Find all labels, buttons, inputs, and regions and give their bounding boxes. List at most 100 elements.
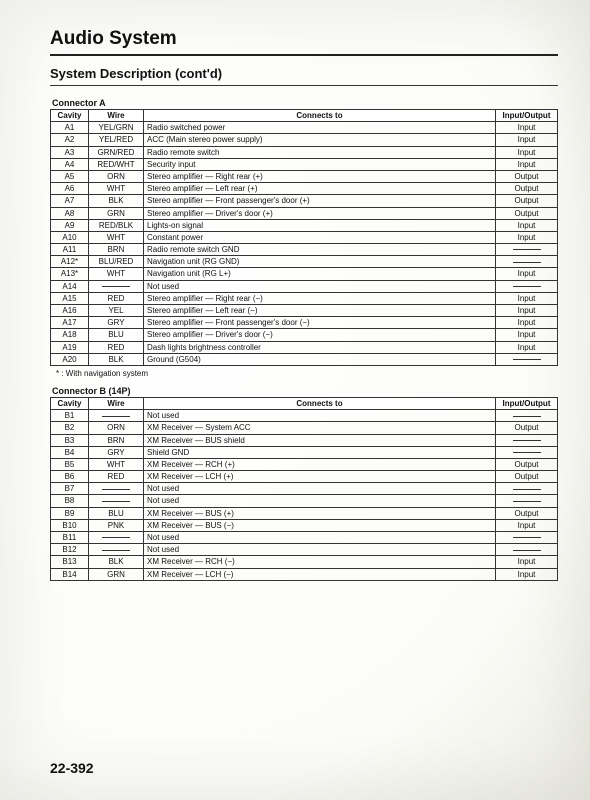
cell-wire: PNK [89,519,144,531]
cell-input-output: Output [496,183,558,195]
cell-input-output: Input [496,292,558,304]
cell-wire [89,280,144,292]
cell-wire [89,483,144,495]
cell-input-output: Input [496,231,558,243]
cell-connects-to: Not used [144,280,496,292]
connector-label: Connector B (14P) [52,386,558,396]
cell-wire: YEL/RED [89,134,144,146]
table-row: B3BRNXM Receiver — BUS shield [51,434,558,446]
cell-input-output: Input [496,158,558,170]
cell-input-output [496,495,558,507]
cell-wire: GRY [89,446,144,458]
cell-cavity: A2 [51,134,89,146]
cell-input-output: Output [496,458,558,470]
cell-cavity: B1 [51,410,89,422]
table-row: B7Not used [51,483,558,495]
cell-wire [89,410,144,422]
cell-input-output: Input [496,329,558,341]
table-row: B6REDXM Receiver — LCH (+)Output [51,471,558,483]
cell-connects-to: XM Receiver — RCH (−) [144,556,496,568]
cell-connects-to: Constant power [144,231,496,243]
cell-wire: RED [89,341,144,353]
cell-wire [89,544,144,556]
cell-input-output: Output [496,471,558,483]
cell-cavity: A20 [51,353,89,365]
cell-connects-to: XM Receiver — RCH (+) [144,458,496,470]
cell-wire: GRN/RED [89,146,144,158]
cell-connects-to: Ground (G504) [144,353,496,365]
cell-cavity: B14 [51,568,89,580]
table-row: B1Not used [51,410,558,422]
table-row: B8 Not used [51,495,558,507]
cell-connects-to: Radio remote switch GND [144,244,496,256]
table-row: A5ORNStereo amplifier — Right rear (+)Ou… [51,170,558,182]
cell-connects-to: Shield GND [144,446,496,458]
table-row: A7BLKStereo amplifier — Front passenger'… [51,195,558,207]
cell-wire: BLK [89,353,144,365]
cell-input-output: Input [496,519,558,531]
column-header: Cavity [51,397,89,409]
cell-connects-to: Stereo amplifier — Front passenger's doo… [144,195,496,207]
cell-connects-to: Radio remote switch [144,146,496,158]
column-header: Input/Output [496,110,558,122]
table-row: A10WHTConstant powerInput [51,231,558,243]
table-row: A18BLUStereo amplifier — Driver's door (… [51,329,558,341]
column-header: Cavity [51,110,89,122]
table-row: A4RED/WHTSecurity inputInput [51,158,558,170]
cell-wire: GRY [89,317,144,329]
page-number: 22-392 [50,760,94,776]
cell-input-output: Input [496,268,558,280]
table-row: A1YEL/GRNRadio switched powerInput [51,122,558,134]
cell-input-output: Input [496,341,558,353]
cell-connects-to: XM Receiver — LCH (−) [144,568,496,580]
cell-input-output: Input [496,146,558,158]
cell-wire: BLU [89,329,144,341]
cell-input-output [496,434,558,446]
cell-cavity: B10 [51,519,89,531]
cell-input-output: Input [496,317,558,329]
cell-connects-to: Security input [144,158,496,170]
cell-input-output: Input [496,134,558,146]
cell-connects-to: Not used [144,495,496,507]
cell-connects-to: Stereo amplifier — Front passenger's doo… [144,317,496,329]
cell-input-output: Input [496,122,558,134]
cell-wire [89,495,144,507]
table-row: A13*WHTNavigation unit (RG L+)Input [51,268,558,280]
cell-cavity: A19 [51,341,89,353]
cell-wire: GRN [89,207,144,219]
cell-input-output: Output [496,170,558,182]
cell-wire: WHT [89,458,144,470]
table-row: B5WHTXM Receiver — RCH (+)Output [51,458,558,470]
cell-input-output: Input [496,305,558,317]
cell-wire: YEL [89,305,144,317]
cell-wire: BLU [89,507,144,519]
cell-cavity: A13* [51,268,89,280]
cell-cavity: A8 [51,207,89,219]
cell-connects-to: Lights-on signal [144,219,496,231]
cell-input-output: Output [496,422,558,434]
cell-input-output [496,446,558,458]
table-row: A6WHTStereo amplifier — Left rear (+)Out… [51,183,558,195]
table-row: A14 Not used [51,280,558,292]
connector-tables-host: Connector ACavityWireConnects toInput/Ou… [50,98,558,581]
cell-connects-to: Navigation unit (RG GND) [144,256,496,268]
cell-connects-to: XM Receiver — BUS shield [144,434,496,446]
title-rule [50,54,558,56]
table-row: B4GRYShield GND [51,446,558,458]
cell-cavity: B9 [51,507,89,519]
table-row: A20BLKGround (G504) [51,353,558,365]
cell-wire: YEL/GRN [89,122,144,134]
cell-cavity: B5 [51,458,89,470]
cell-cavity: A14 [51,280,89,292]
cell-input-output [496,410,558,422]
table-row: B10PNKXM Receiver — BUS (−)Input [51,519,558,531]
cell-connects-to: XM Receiver — System ACC [144,422,496,434]
cell-cavity: B2 [51,422,89,434]
section-subtitle: System Description (cont'd) [50,66,558,81]
cell-connects-to: Stereo amplifier — Right rear (−) [144,292,496,304]
cell-cavity: B8 [51,495,89,507]
table-footnote: * : With navigation system [56,369,558,378]
cell-connects-to: Stereo amplifier — Left rear (+) [144,183,496,195]
cell-connects-to: Not used [144,532,496,544]
cell-cavity: B7 [51,483,89,495]
